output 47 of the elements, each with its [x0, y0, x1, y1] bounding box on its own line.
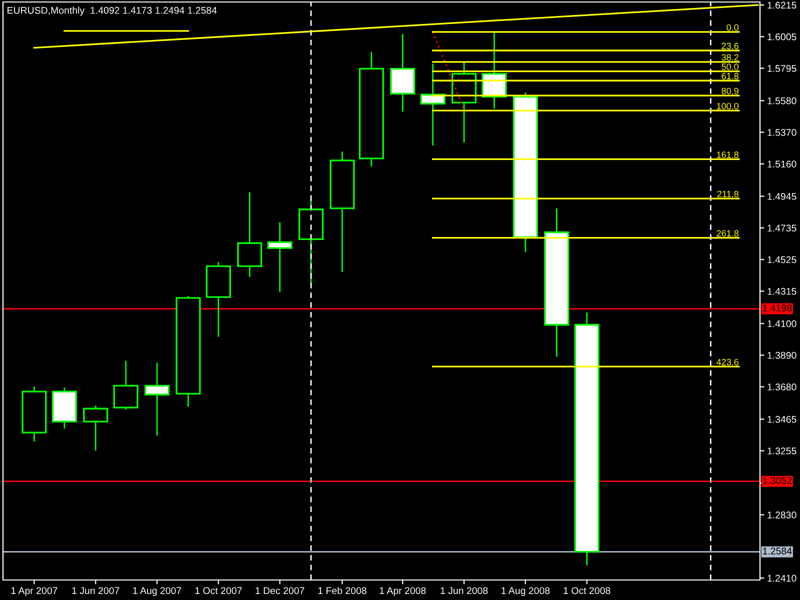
- y-tick-label: 1.5795: [768, 65, 796, 72]
- y-tick-label: 1.5370: [768, 129, 796, 136]
- annotation: 261.8: [716, 230, 738, 237]
- x-tick-label: 1 Aug 2007: [133, 587, 182, 596]
- candlestick: [83, 404, 108, 452]
- y-tick-label: 1.3890: [768, 352, 796, 359]
- y-tick-label: 1.6215: [768, 2, 796, 9]
- ref-line-label: 1.4198: [763, 304, 792, 312]
- y-tick-label: 1.4100: [768, 320, 796, 328]
- x-tick-label: 1 Feb 2008: [318, 586, 366, 594]
- annotation: 161.8: [716, 152, 738, 158]
- y-tick-label: 1.6005: [768, 33, 796, 40]
- x-tick-label: 1 Jun 2008: [440, 587, 488, 594]
- x-tick-label: 1 Oct 2008: [564, 587, 610, 594]
- candlestick: [144, 362, 170, 436]
- x-tick-label: 1 Dec 2007: [256, 587, 304, 594]
- y-tick-label: 1.4315: [768, 288, 796, 295]
- annotation: 50.0: [722, 64, 739, 70]
- candlestick: [113, 360, 138, 410]
- annotation: 38.2: [722, 54, 738, 61]
- y-tick-label: 1.3680: [768, 384, 796, 390]
- y-tick-label: 1.5580: [768, 97, 796, 104]
- y-tick-label: 1.4945: [768, 193, 796, 200]
- y-tick-label: 1.3465: [768, 416, 796, 423]
- x-tick-label: 1 Aug 2008: [502, 587, 550, 596]
- y-tick-label: 1.2830: [768, 512, 796, 518]
- annotation: 23.6: [722, 42, 738, 50]
- y-tick-label: 1.4735: [768, 224, 796, 232]
- candlestick: [267, 221, 292, 293]
- annotation: 0.0: [726, 24, 739, 31]
- x-tick-label: 1 Apr 2008: [380, 587, 426, 596]
- y-tick-label: 1.4525: [768, 256, 796, 264]
- y-tick-label: 1.5160: [768, 160, 796, 168]
- annotation: 80,9: [722, 88, 738, 96]
- x-tick-label: 1 Jun 2007: [72, 587, 120, 594]
- candlestick: [237, 192, 262, 278]
- annotation: 211,8: [717, 190, 738, 198]
- annotation: 61.8: [722, 72, 738, 80]
- y-tick-label: 1.2410: [768, 574, 796, 582]
- annotation: 423.6: [716, 358, 738, 366]
- x-tick-label: 1 Apr 2007: [11, 587, 58, 596]
- ref-line-label: 1.2584: [763, 548, 792, 554]
- annotation: 100.0: [716, 102, 739, 110]
- ref-line-label: 1.3052: [763, 477, 792, 484]
- x-tick-label: 1 Oct 2007: [195, 587, 242, 594]
- chart-title: EURUSD,Monthly 1.4092 1.4173 1.2494 1.2584: [8, 6, 217, 16]
- y-tick-label: 1.3255: [768, 448, 796, 454]
